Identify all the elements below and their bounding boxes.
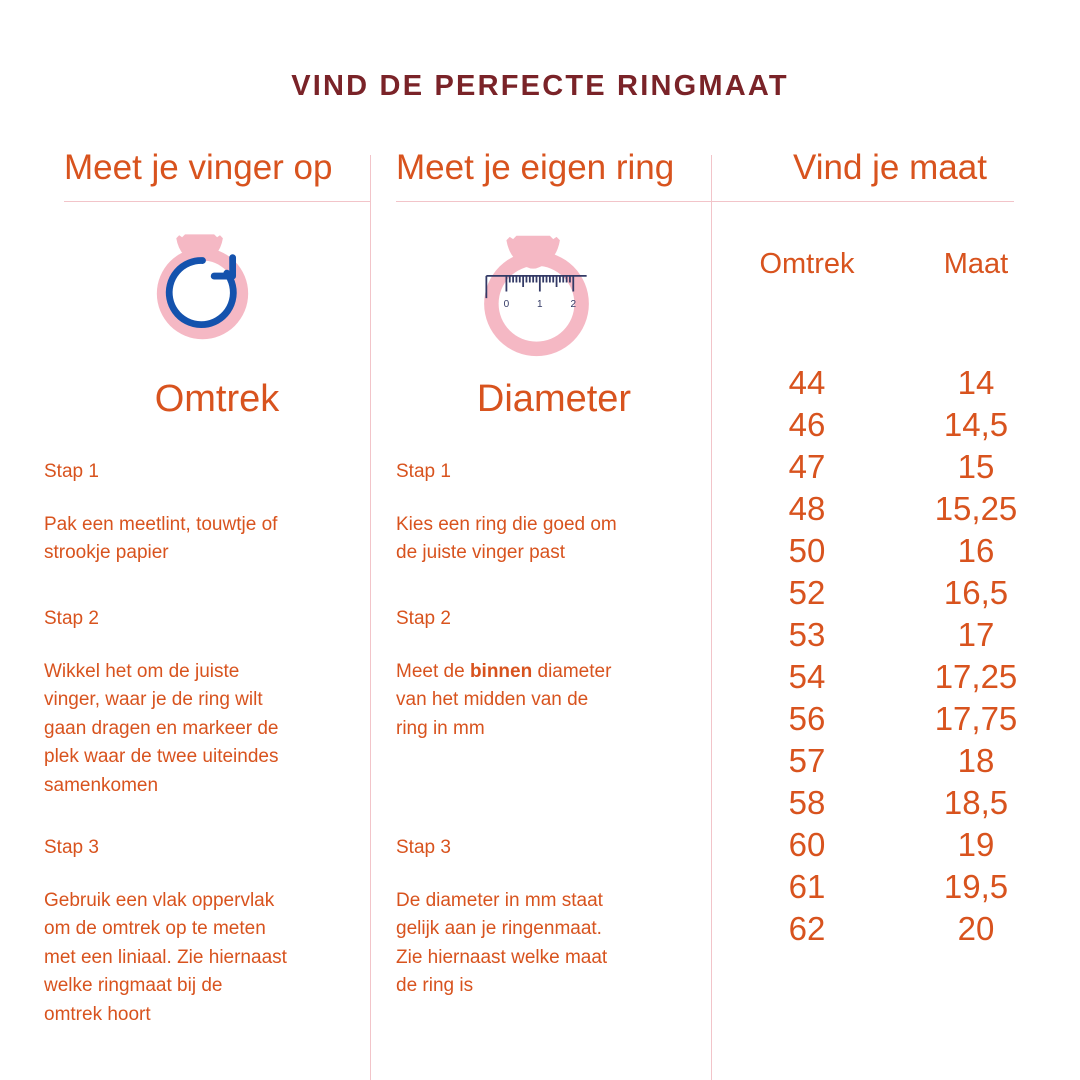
- svg-text:1: 1: [537, 299, 543, 310]
- svg-text:2: 2: [570, 299, 576, 310]
- svg-text:0: 0: [504, 299, 510, 310]
